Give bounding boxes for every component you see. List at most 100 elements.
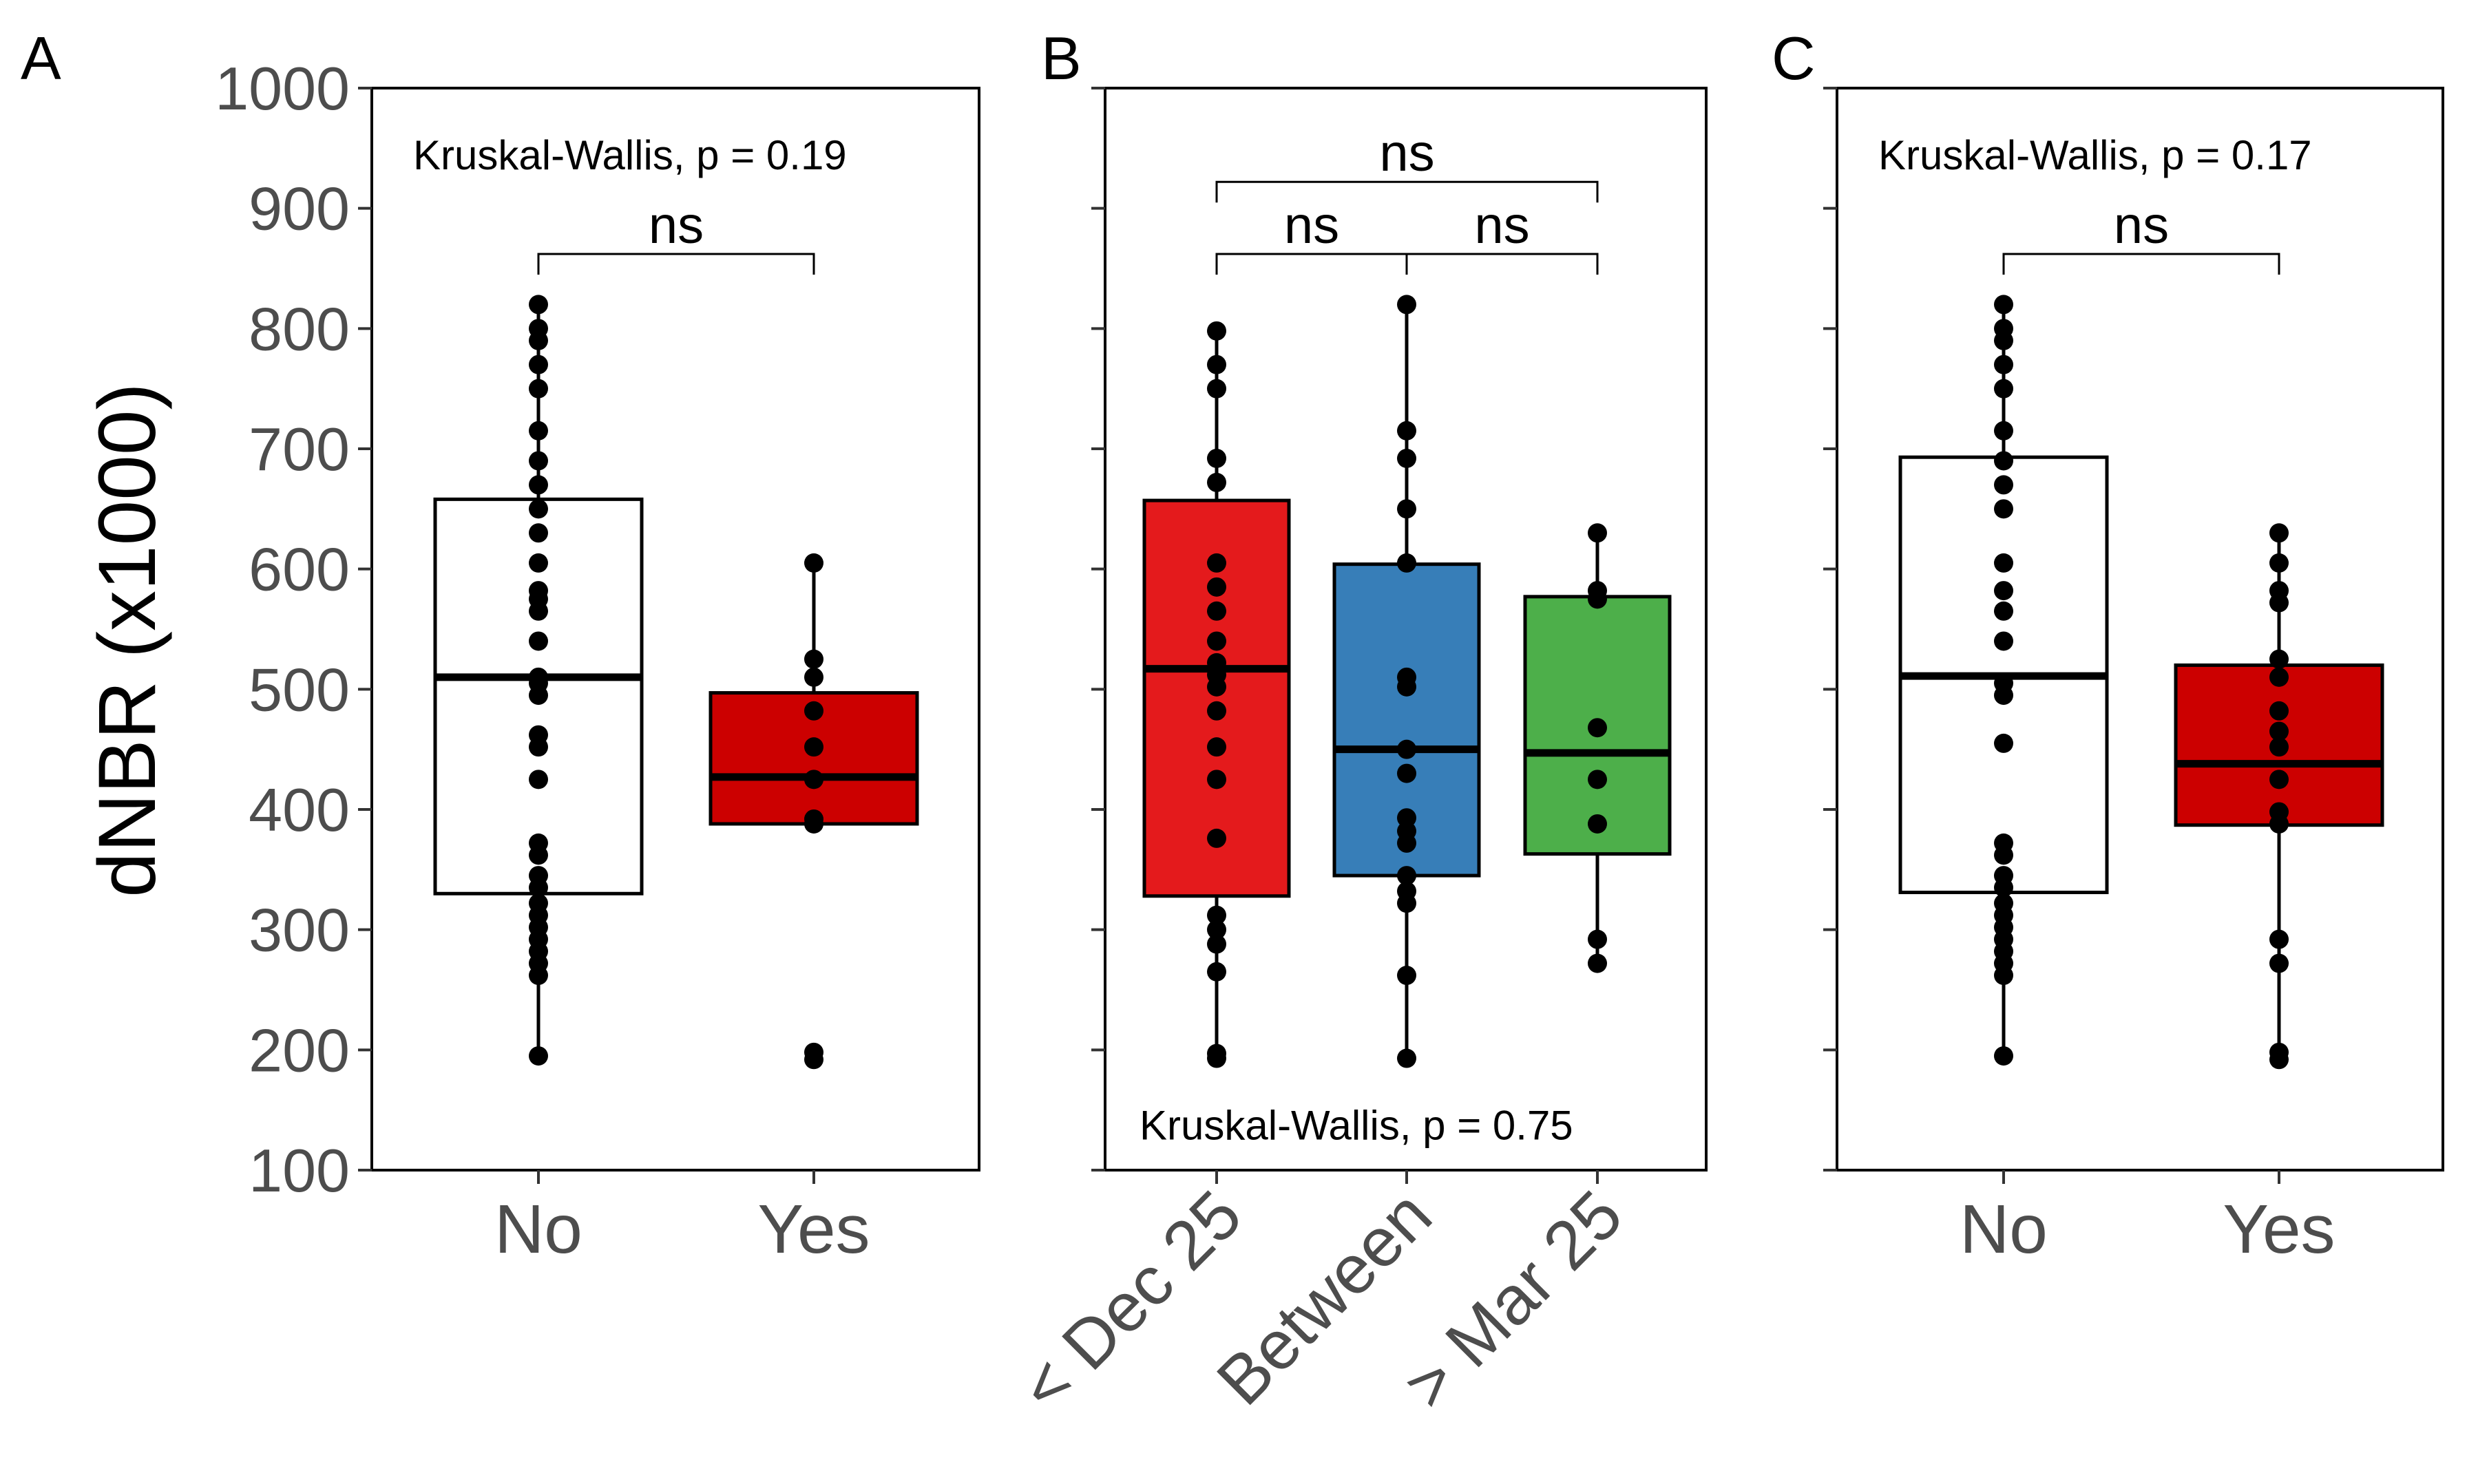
data-point xyxy=(2269,1042,2289,1062)
significance-label: ns xyxy=(1284,196,1339,255)
x-tick-label: Yes xyxy=(757,1191,870,1268)
data-point xyxy=(1994,451,2013,471)
data-point xyxy=(1994,319,2013,339)
data-point xyxy=(1588,814,1607,834)
data-point xyxy=(2269,953,2289,973)
data-point xyxy=(2269,581,2289,601)
data-point xyxy=(1397,421,1416,441)
y-tick-label: 400 xyxy=(249,776,350,844)
data-point xyxy=(804,649,823,669)
data-point xyxy=(1207,962,1226,982)
data-point xyxy=(804,770,823,789)
data-point xyxy=(1994,673,2013,693)
significance-label: ns xyxy=(1379,124,1434,182)
data-point xyxy=(1994,833,2013,853)
data-point xyxy=(529,833,548,853)
data-point xyxy=(1397,821,1416,841)
data-point xyxy=(1994,553,2013,573)
y-tick-label: 300 xyxy=(249,896,350,964)
data-point xyxy=(2269,553,2289,573)
data-point xyxy=(804,809,823,829)
kruskal-wallis-annotation: Kruskal-Wallis, p = 0.19 xyxy=(413,132,847,178)
data-point xyxy=(1994,295,2013,315)
data-point xyxy=(2269,770,2289,789)
data-point xyxy=(2269,523,2289,543)
x-tick-label: No xyxy=(494,1191,582,1268)
data-point xyxy=(1397,808,1416,828)
data-point xyxy=(1207,379,1226,399)
panel-frame xyxy=(1836,87,2444,1172)
data-point xyxy=(529,667,548,687)
data-point xyxy=(529,523,548,543)
data-point xyxy=(529,319,548,339)
data-point xyxy=(529,581,548,601)
data-point xyxy=(1207,737,1226,757)
data-point xyxy=(1397,1048,1416,1068)
data-point xyxy=(804,1042,823,1062)
data-point xyxy=(1397,448,1416,468)
data-point xyxy=(1397,295,1416,315)
data-point xyxy=(1207,631,1226,651)
data-point xyxy=(1397,667,1416,687)
significance-bracket xyxy=(1405,253,1599,275)
data-point xyxy=(529,553,548,573)
significance-bracket xyxy=(2002,253,2280,275)
data-point xyxy=(2269,721,2289,741)
panel-a: A 100 200 300 400 500 600 700 800 900 1000 No Yes ns K… xyxy=(21,24,980,1268)
panel-frame xyxy=(370,87,980,1172)
x-tick-label: Yes xyxy=(2223,1191,2335,1268)
panel-c: C No Yes ns Kruskal-Wallis, p = 0.17 xyxy=(1772,24,2444,1268)
data-point xyxy=(1994,733,2013,753)
data-point xyxy=(529,499,548,519)
data-point xyxy=(529,631,548,651)
data-point xyxy=(1588,523,1607,543)
data-point xyxy=(1397,553,1416,573)
y-tick-label: 100 xyxy=(249,1136,350,1205)
data-point xyxy=(1994,631,2013,651)
data-point xyxy=(529,354,548,374)
data-point xyxy=(529,421,548,441)
y-tick-label: 1000 xyxy=(215,54,350,123)
data-point xyxy=(1207,653,1226,672)
significance-label: ns xyxy=(649,196,704,255)
y-axis-label: dNBR (x1000) xyxy=(82,383,173,898)
data-point xyxy=(1588,581,1607,601)
data-point xyxy=(1994,354,2013,374)
data-point xyxy=(804,701,823,721)
x-tick-label: No xyxy=(1960,1191,2048,1268)
panel-letter: C xyxy=(1772,24,1816,92)
y-tick-label: 500 xyxy=(249,655,350,723)
data-point xyxy=(804,667,823,687)
y-tick-label: 200 xyxy=(249,1016,350,1084)
significance-bracket xyxy=(1215,180,1599,203)
data-point xyxy=(529,475,548,495)
data-point xyxy=(1588,953,1607,973)
kruskal-wallis-annotation: Kruskal-Wallis, p = 0.75 xyxy=(1140,1103,1573,1149)
data-point xyxy=(1207,448,1226,468)
data-point xyxy=(529,866,548,886)
y-tick-label: 900 xyxy=(249,175,350,243)
data-point xyxy=(1207,770,1226,789)
data-point xyxy=(1207,354,1226,374)
data-point xyxy=(1994,601,2013,621)
data-point xyxy=(2269,701,2289,721)
data-point xyxy=(1994,421,2013,441)
data-point xyxy=(1397,739,1416,759)
data-point xyxy=(1207,905,1226,925)
data-point xyxy=(804,737,823,757)
data-point xyxy=(1994,499,2013,519)
data-point xyxy=(1994,379,2013,399)
data-point xyxy=(1207,553,1226,573)
data-point xyxy=(1588,718,1607,738)
data-point xyxy=(529,379,548,399)
data-point xyxy=(2269,929,2289,949)
data-point xyxy=(1207,934,1226,954)
data-point xyxy=(1207,577,1226,597)
data-point xyxy=(1207,1043,1226,1063)
data-point xyxy=(1207,920,1226,940)
data-point xyxy=(1994,866,2013,886)
panel-letter: A xyxy=(21,24,61,92)
data-point xyxy=(2269,649,2289,669)
data-point xyxy=(1207,601,1226,621)
